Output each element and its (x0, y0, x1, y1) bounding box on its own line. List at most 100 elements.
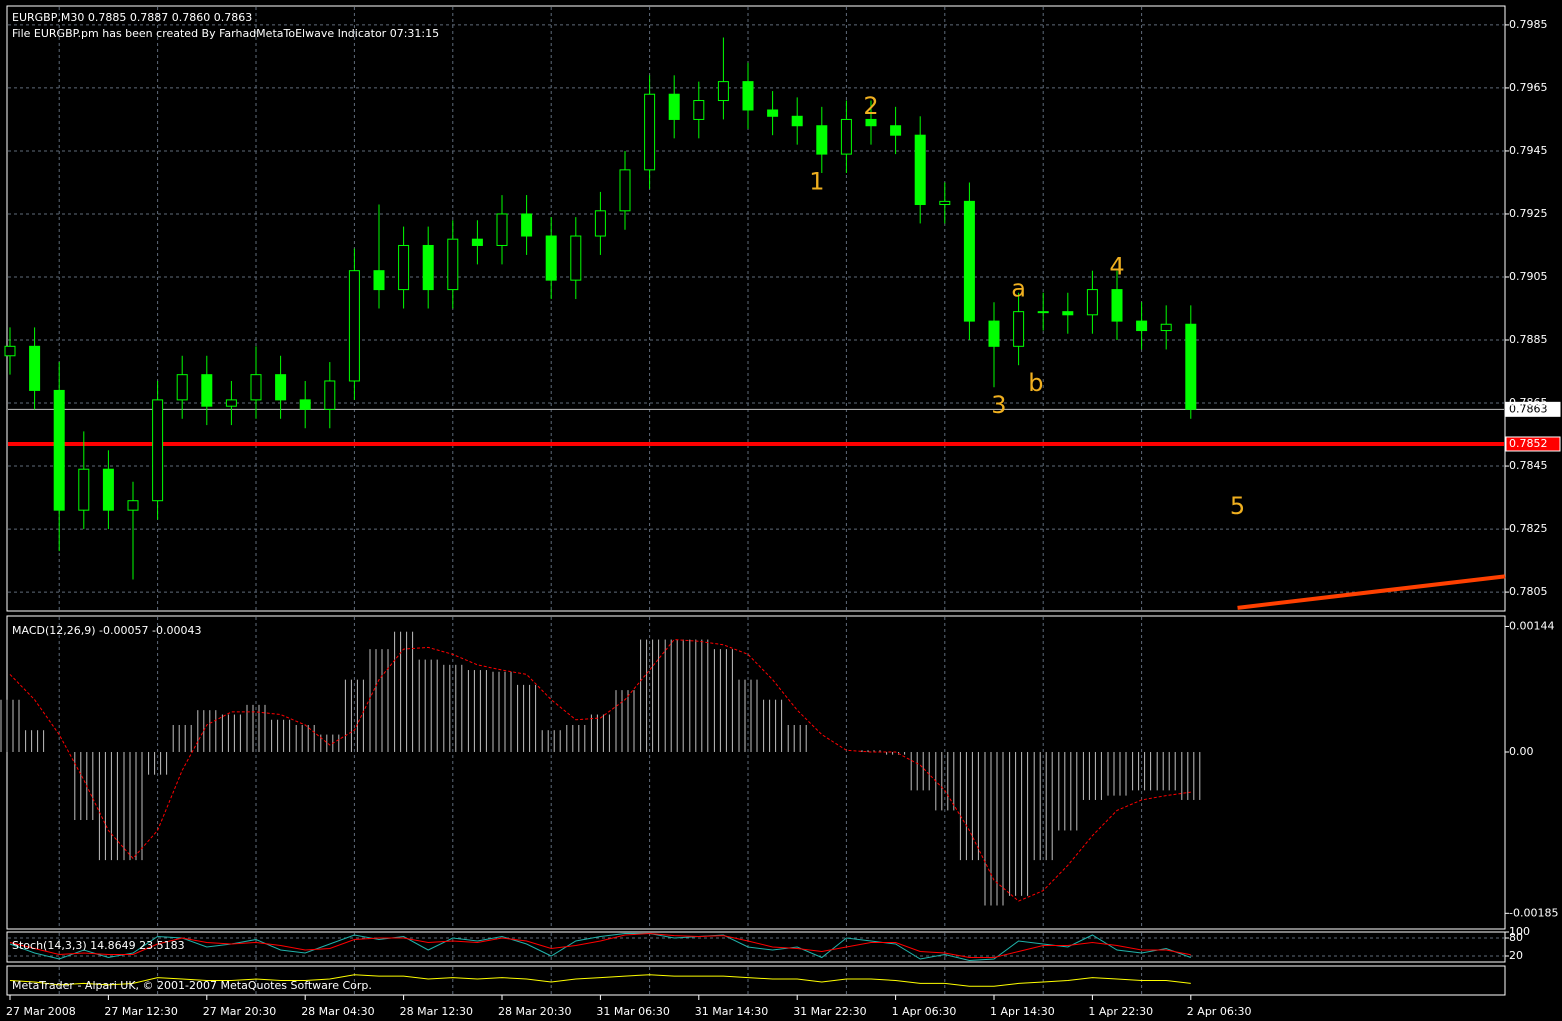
candle-body (1111, 289, 1123, 322)
stoch-panel (6, 931, 1506, 963)
candle-body (275, 374, 287, 401)
candle-body (324, 380, 336, 410)
indicator-line (9, 933, 1191, 962)
wave-label: 2 (863, 92, 878, 120)
trend-line (1237, 574, 1506, 610)
candle-body (201, 374, 213, 407)
y-tick-label: 0.00144 (1509, 619, 1555, 632)
candle-body (570, 235, 582, 281)
candle-body (1086, 289, 1098, 316)
chart-subtitle: File EURGBP.pm has been created By Farha… (12, 27, 439, 40)
price-label: 0.7852 (1509, 437, 1548, 450)
indicator-line (9, 639, 1191, 902)
x-tick-label: 31 Mar 22:30 (793, 1005, 866, 1018)
candle-body (963, 200, 975, 322)
macd-panel (6, 615, 1506, 930)
candle-body (840, 118, 852, 155)
candle-body (816, 125, 828, 155)
x-tick-label: 28 Mar 20:30 (498, 1005, 571, 1018)
candle-body (471, 238, 483, 246)
candle-body (496, 213, 508, 246)
candle-body (1136, 320, 1148, 332)
candle-body (939, 200, 951, 206)
candle-body (250, 374, 262, 401)
price-label-box (1505, 436, 1561, 452)
candle-body (693, 100, 705, 120)
x-tick-label: 1 Apr 22:30 (1088, 1005, 1153, 1018)
candle-body (422, 244, 434, 291)
wave-label: 3 (991, 391, 1006, 419)
y-tick-label: 20 (1509, 949, 1523, 962)
candle-body (447, 238, 459, 291)
candle-body (225, 399, 237, 407)
stoch-title: Stoch(14,3,3) 14.8649 23.5183 (12, 939, 185, 952)
y-tick-label: 0.7945 (1509, 144, 1548, 157)
marks: 0.7863 0.7852 (0, 37, 1561, 987)
candle-body (865, 118, 877, 127)
candle-body (890, 125, 902, 136)
macd-title: MACD(12,26,9) -0.00057 -0.00043 (12, 624, 201, 637)
candle-body (914, 134, 926, 206)
y-tick-label: 0.7885 (1509, 333, 1548, 346)
candle-body (717, 81, 729, 102)
labels: EURGBP,M30 0.7885 0.7887 0.7860 0.7863 F… (6, 11, 1558, 1018)
candle-body (348, 270, 360, 382)
y-tick-label: -0.00185 (1509, 906, 1558, 919)
y-tick-label: 0.7805 (1509, 585, 1548, 598)
candle-body (668, 93, 680, 120)
x-tick-label: 27 Mar 20:30 (203, 1005, 276, 1018)
y-tick-label: 0.7865 (1509, 396, 1548, 409)
wave-label: b (1028, 369, 1043, 397)
x-tick-label: 31 Mar 06:30 (596, 1005, 669, 1018)
candle-body (152, 399, 164, 502)
y-tick-label: 0.7925 (1509, 207, 1548, 220)
candle-body (594, 210, 606, 237)
x-tick-label: 31 Mar 14:30 (695, 1005, 768, 1018)
candle-body (1037, 311, 1049, 314)
y-tick-label: 0.7965 (1509, 81, 1548, 94)
wave-label: 4 (1109, 253, 1124, 281)
y-tick-label: 0.7825 (1509, 522, 1548, 535)
indicator-line (9, 932, 1191, 958)
y-tick-label: 80 (1509, 931, 1523, 944)
y-tick-label: 0.7985 (1509, 18, 1548, 31)
candle-body (398, 244, 410, 291)
x-tick-label: 1 Apr 14:30 (990, 1005, 1055, 1018)
candle-body (4, 345, 16, 357)
x-tick-label: 2 Apr 06:30 (1187, 1005, 1252, 1018)
y-tick-label: 0.7905 (1509, 270, 1548, 283)
candle-body (767, 109, 779, 117)
wave-label: 1 (809, 167, 824, 195)
price-label-box (1505, 401, 1561, 417)
candle-body (299, 399, 311, 410)
candle-body (102, 468, 114, 511)
candle-body (127, 500, 139, 511)
price-panel (6, 5, 1506, 612)
candle-body (1185, 323, 1197, 410)
candle-body (742, 81, 754, 111)
candle-body (1160, 323, 1172, 332)
candle-body (545, 235, 557, 281)
candle-body (29, 345, 41, 391)
candle-body (644, 93, 656, 171)
price-label: 0.7863 (1509, 402, 1548, 415)
x-tick-label: 27 Mar 12:30 (104, 1005, 177, 1018)
momentum-panel (6, 965, 1506, 996)
candle-body (373, 270, 385, 291)
candle-body (521, 213, 533, 237)
candle-body (1013, 311, 1025, 347)
candle-body (176, 374, 188, 401)
candle-body (53, 389, 65, 511)
candle-body (791, 115, 803, 127)
wave-label: 5 (1230, 492, 1245, 520)
candle-body (619, 169, 631, 212)
x-tick-label: 1 Apr 06:30 (892, 1005, 957, 1018)
x-tick-label: 28 Mar 04:30 (301, 1005, 374, 1018)
copyright: MetaTrader - Alpari UK, © 2001-2007 Meta… (12, 979, 372, 992)
chart-title: EURGBP,M30 0.7885 0.7887 0.7860 0.7863 (12, 11, 252, 24)
wave-label: a (1011, 275, 1026, 303)
y-tick-label: 0.7845 (1509, 459, 1548, 472)
x-tick-label: 27 Mar 2008 (6, 1005, 76, 1018)
